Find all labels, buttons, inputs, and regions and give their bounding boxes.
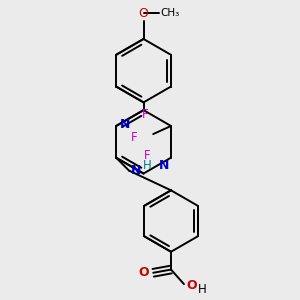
Text: O: O [139, 266, 149, 279]
Text: O: O [187, 279, 197, 292]
Text: N: N [120, 118, 131, 131]
Text: O: O [139, 7, 148, 20]
Text: H: H [142, 159, 152, 172]
Text: F: F [142, 108, 148, 121]
Text: N: N [159, 159, 169, 172]
Text: CH₃: CH₃ [160, 8, 180, 18]
Text: H: H [197, 284, 206, 296]
Text: F: F [131, 131, 138, 144]
Text: F: F [144, 148, 151, 162]
Text: N: N [131, 164, 142, 177]
